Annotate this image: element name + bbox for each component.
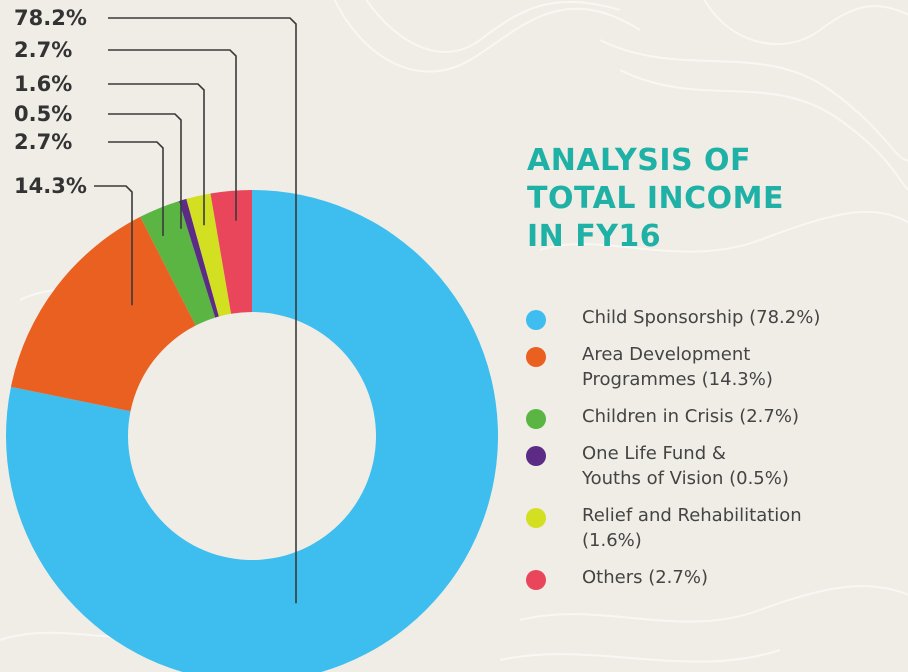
pct-label-6: 14.3% — [14, 174, 87, 198]
legend-swatch — [526, 310, 546, 330]
legend-label: Youths of Vision (0.5%) — [582, 468, 789, 489]
legend-label: Relief and Rehabilitation — [582, 505, 802, 526]
slice-4 — [178, 198, 219, 318]
legend-item: Relief and Rehabilitation (1.6%) — [522, 503, 906, 553]
leader-line-6 — [94, 185, 133, 306]
slice-5 — [186, 193, 232, 317]
percentage-labels: 78.2% 2.7% 1.6% 0.5% 2.7% 14.3% — [14, 6, 87, 198]
leader-line-2 — [108, 49, 237, 221]
legend-swatch — [526, 347, 546, 367]
slice-6 — [210, 190, 252, 314]
pct-label-5: 2.7% — [14, 130, 72, 154]
chart-title: ANALYSIS OF TOTAL INCOME IN FY16 — [527, 142, 867, 256]
pct-label-2: 2.7% — [14, 38, 72, 62]
legend-label: Programmes (14.3%) — [582, 369, 773, 390]
legend-swatch — [526, 409, 546, 429]
leader-lines — [94, 17, 297, 604]
chart-title-line-2: TOTAL INCOME — [527, 181, 785, 216]
chart-title-line-3: IN FY16 — [527, 219, 662, 254]
legend-item: Children in Crisis (2.7%) — [522, 404, 906, 429]
legend-item: One Life Fund & Youths of Vision (0.5%) — [522, 441, 906, 491]
legend-label: Children in Crisis (2.7%) — [582, 406, 799, 427]
legend-label: (1.6%) — [582, 530, 642, 551]
leader-line-5 — [108, 141, 164, 236]
leader-line-4 — [108, 113, 182, 229]
legend: Child Sponsorship (78.2%) Area Developmen… — [522, 305, 906, 602]
legend-item: Area Development Programmes (14.3%) — [522, 342, 906, 392]
legend-item: Child Sponsorship (78.2%) — [522, 305, 906, 330]
chart-title-line-1: ANALYSIS OF — [527, 143, 752, 178]
leader-line-1 — [108, 17, 297, 604]
pct-label-4: 0.5% — [14, 102, 72, 126]
slice-3 — [140, 201, 216, 326]
slice-1 — [6, 190, 498, 672]
slice-2 — [10, 216, 196, 412]
leader-line-3 — [108, 83, 205, 226]
legend-swatch — [526, 508, 546, 528]
legend-swatch — [526, 570, 546, 590]
legend-label: One Life Fund & — [582, 443, 726, 464]
legend-item: Others (2.7%) — [522, 565, 906, 590]
donut-slices — [6, 190, 498, 672]
legend-label: Child Sponsorship (78.2%) — [582, 307, 821, 328]
pct-label-3: 1.6% — [14, 72, 72, 96]
legend-label: Area Development — [582, 344, 751, 365]
pct-label-1: 78.2% — [14, 6, 87, 30]
legend-label: Others (2.7%) — [582, 567, 708, 588]
legend-swatch — [526, 446, 546, 466]
